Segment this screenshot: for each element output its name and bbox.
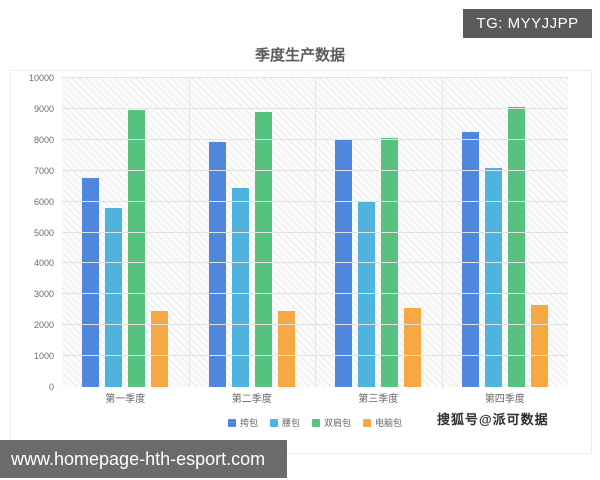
bar-group-2 [189,78,316,387]
bar-电脑包-第三季度 [404,308,422,387]
bar-电脑包-第二季度 [277,311,295,387]
bar-双肩包-第四季度 [507,107,525,387]
legend-item-挎包: 挎包 [227,416,258,429]
y-tick-label: 0 [48,382,54,392]
gridline-v [188,78,190,387]
x-tick-label: 第一季度 [105,394,146,405]
y-tick-label: 6000 [33,196,54,207]
gridline-v [315,78,316,387]
legend-swatch [312,418,320,427]
bar-腰包-第四季度 [484,167,502,387]
watermark-text: 搜狐号@派可数据 [437,412,549,427]
bar-挎包-第一季度 [82,177,100,387]
y-tick-label: 3000 [33,289,54,300]
x-axis: 第一季度 第二季度 第三季度 第四季度 [62,390,568,405]
y-tick-label: 10000 [28,73,54,83]
bar-电脑包-第一季度 [151,311,169,387]
legend-label: 电脑包 [375,418,403,428]
telegram-contact-badge: TG: MYYJJPP [463,9,592,38]
url-text: www.homepage-hth-esport.com [11,448,266,469]
legend-item-双肩包: 双肩包 [312,416,351,429]
bar-group-4 [442,78,569,387]
gridline-h [62,77,568,78]
legend-item-电脑包: 电脑包 [363,416,402,429]
bar-双肩包-第二季度 [254,112,272,387]
y-axis: 0 1000 2000 3000 4000 5000 6000 7000 8000 9000 100… [0,73,58,392]
y-tick-label: 7000 [33,165,54,176]
y-tick-label: 1000 [33,351,54,362]
y-tick-label: 9000 [33,103,54,114]
bar-group-3 [315,78,442,387]
chart-title: 季度生产数据 [254,47,345,64]
bar-电脑包-第四季度 [530,305,548,387]
legend-label: 双肩包 [324,418,352,428]
y-tick-label: 4000 [33,258,54,269]
chart-legend: 挎包 腰包 双肩包 电脑包 [62,416,568,429]
bar-腰包-第一季度 [105,208,123,387]
legend-swatch [269,418,278,427]
bar-group-1 [62,78,189,387]
x-tick-label: 第三季度 [358,394,399,405]
x-tick-label: 第四季度 [484,394,525,405]
bar-挎包-第二季度 [208,142,226,387]
telegram-contact-text: TG: MYYJJPP [476,15,579,32]
plot-area [62,77,568,387]
x-tick-label: 第二季度 [231,394,272,405]
y-tick-label: 8000 [33,134,54,145]
y-tick-label: 5000 [33,227,54,238]
url-bar: www.homepage-hth-esport.com [0,440,287,478]
legend-swatch [363,418,372,427]
legend-label: 挎包 [239,418,258,428]
bar-双肩包-第一季度 [128,110,146,387]
gridline-v [441,78,443,387]
legend-label: 腰包 [281,418,300,428]
legend-swatch [227,418,236,427]
y-tick-label: 2000 [33,320,54,331]
legend-item-腰包: 腰包 [269,416,300,429]
bar-挎包-第三季度 [335,139,353,387]
bar-腰包-第二季度 [231,188,249,387]
bar-挎包-第四季度 [461,132,479,387]
bar-groups [62,78,568,387]
